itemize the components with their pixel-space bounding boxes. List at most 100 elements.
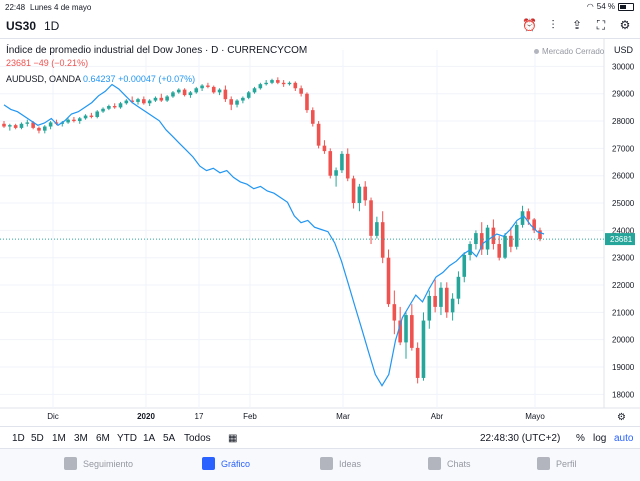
add-alert-icon[interactable]: ⏰ xyxy=(522,18,537,32)
currency-label[interactable]: USD xyxy=(614,45,634,55)
chart-settings-icon[interactable]: ⚙ xyxy=(617,412,626,423)
candle xyxy=(13,125,18,128)
candle xyxy=(200,85,204,89)
range-3m[interactable]: 3M xyxy=(74,433,88,444)
candle xyxy=(83,115,88,119)
nav-chats[interactable]: Chats xyxy=(428,457,471,470)
candle xyxy=(410,315,414,348)
legend-price: 23681 −49 (−0.21%) xyxy=(6,58,89,68)
y-tick-label: 23000 xyxy=(612,254,635,263)
candle xyxy=(31,122,35,128)
range-todos[interactable]: Todos xyxy=(184,433,211,444)
candle xyxy=(258,84,263,89)
auto-toggle[interactable]: auto xyxy=(614,433,634,444)
status-date: Lunes 4 de mayo xyxy=(30,3,92,12)
candle xyxy=(328,151,333,176)
candle xyxy=(375,222,379,236)
range-1a[interactable]: 1A xyxy=(143,433,156,444)
candle xyxy=(171,92,175,97)
range-ytd[interactable]: YTD xyxy=(117,433,137,444)
interval-button[interactable]: 1D xyxy=(44,19,60,33)
status-right: ◠ 54 % xyxy=(587,2,634,11)
candle xyxy=(404,315,408,343)
candle xyxy=(66,119,70,123)
candle xyxy=(310,110,315,124)
last-price-tag xyxy=(605,233,635,246)
compare-name: AUDUSD, OANDA xyxy=(6,74,81,84)
y-tick-label: 27000 xyxy=(612,144,635,153)
candle xyxy=(299,88,303,94)
candle xyxy=(345,153,350,179)
candle xyxy=(427,295,432,321)
last-price-label: 23681 xyxy=(610,235,633,244)
candle xyxy=(276,80,280,83)
candle xyxy=(159,97,164,101)
bottom-navigation: Seguimiento Gráfico Ideas Chats Perfil xyxy=(0,448,640,481)
candle xyxy=(211,86,216,93)
candle xyxy=(25,122,30,124)
candle xyxy=(287,82,292,85)
nav-perfil[interactable]: Perfil xyxy=(537,457,577,470)
candle xyxy=(188,92,193,96)
candle xyxy=(322,145,327,152)
y-tick-label: 25000 xyxy=(612,199,635,208)
candle xyxy=(241,97,245,101)
candle xyxy=(48,122,53,127)
nav-label: Chats xyxy=(447,458,471,469)
nav-seguimiento[interactable]: Seguimiento xyxy=(64,457,133,470)
percent-toggle[interactable]: % xyxy=(576,433,585,444)
candle xyxy=(351,178,356,204)
clock-time[interactable]: 22:48:30 (UTC+2) xyxy=(480,433,561,444)
share-icon[interactable]: ⇪ xyxy=(571,18,583,32)
calendar-icon[interactable]: ▦ xyxy=(228,433,238,444)
range-6m[interactable]: 6M xyxy=(96,433,110,444)
candle xyxy=(42,126,47,131)
price-chart[interactable]: 18000 19000 20000 21000 22000 23000 24000 25000… xyxy=(0,38,640,426)
y-tick-label: 18000 xyxy=(612,390,635,399)
candle xyxy=(72,119,76,122)
fullscreen-icon[interactable]: ⛶ xyxy=(596,18,606,32)
candle xyxy=(398,320,402,343)
legend-compare[interactable]: AUDUSD, OANDA 0.64237 +0.00047 (+0.07%) xyxy=(6,73,307,85)
top-toolbar: US30 1D ⏰ ⫶ ⇪ ⛶ ⚙ xyxy=(0,14,640,39)
candle xyxy=(95,111,100,117)
candle xyxy=(136,99,140,102)
candle xyxy=(270,80,274,83)
range-bar: 1D 5D 1M 3M 6M YTD 1A 5A Todos ▦ 22:48:30 (UTC+2… xyxy=(0,426,640,449)
candle xyxy=(439,287,443,307)
candle xyxy=(130,100,134,102)
market-status: Mercado Cerrado xyxy=(534,47,604,56)
nav-ideas[interactable]: Ideas xyxy=(320,457,361,470)
y-tick-label: 22000 xyxy=(612,281,635,290)
candle xyxy=(526,211,531,220)
x-tick-label: 17 xyxy=(195,412,204,421)
candle xyxy=(176,89,181,93)
range-5d[interactable]: 5D xyxy=(31,433,44,444)
range-5a[interactable]: 5A xyxy=(163,433,176,444)
indicators-icon[interactable]: ⫶ xyxy=(551,18,555,32)
nav-gráfico[interactable]: Gráfico xyxy=(202,457,250,470)
legend-title: Índice de promedio industrial del Dow Jo… xyxy=(6,45,308,56)
candle xyxy=(415,347,420,378)
candle xyxy=(334,170,338,176)
y-tick-label: 21000 xyxy=(612,308,635,317)
range-1d[interactable]: 1D xyxy=(12,433,25,444)
candle xyxy=(206,85,210,87)
watchlist-icon xyxy=(64,457,77,470)
candle xyxy=(112,106,117,108)
settings-icon[interactable]: ⚙ xyxy=(619,18,631,32)
candle xyxy=(182,89,187,96)
candle xyxy=(217,89,222,93)
symbol-button[interactable]: US30 xyxy=(6,19,37,33)
candle xyxy=(386,257,391,305)
y-tick-label: 19000 xyxy=(612,363,635,372)
status-bar: 22:48 Lunes 4 de mayo ◠ 54 % xyxy=(0,0,640,14)
candle xyxy=(223,89,228,100)
candle xyxy=(433,295,437,307)
candle xyxy=(503,235,507,258)
candle xyxy=(456,276,461,299)
log-toggle[interactable]: log xyxy=(593,433,607,444)
candle xyxy=(118,103,123,108)
range-1m[interactable]: 1M xyxy=(52,433,66,444)
ideas-icon xyxy=(320,457,333,470)
